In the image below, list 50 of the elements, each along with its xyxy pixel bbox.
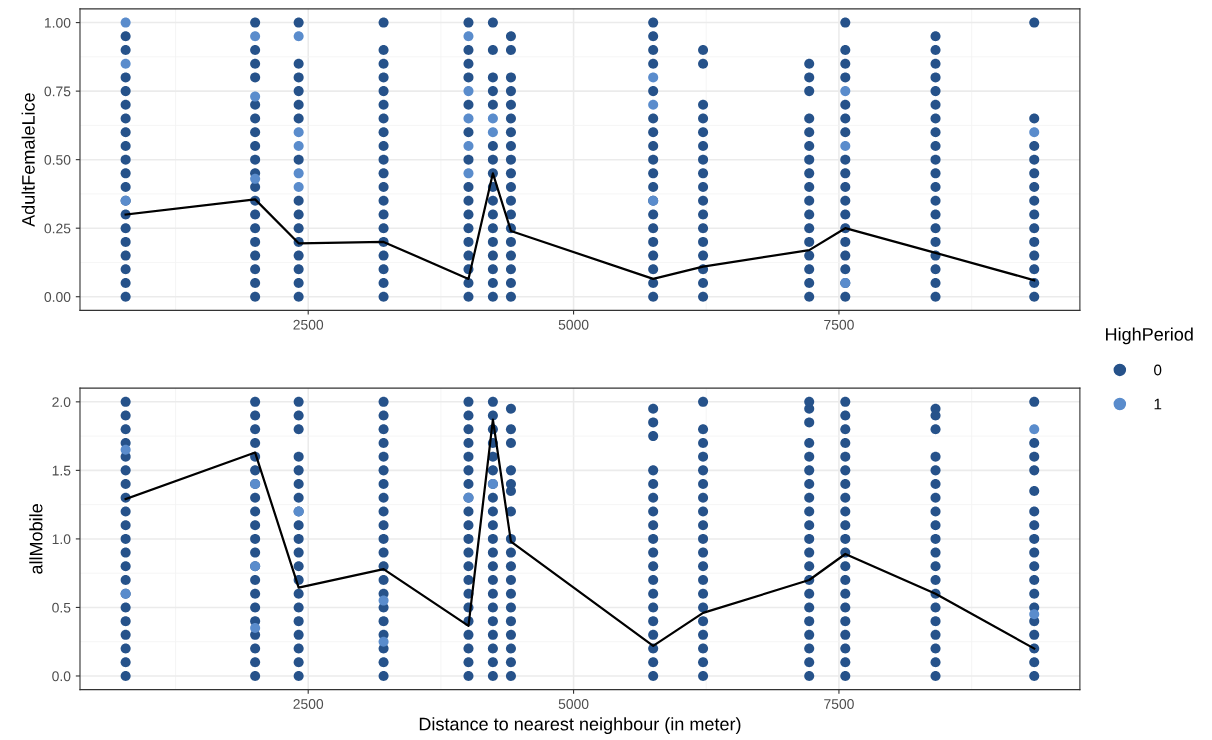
point xyxy=(648,72,659,83)
x-axis-title: Distance to nearest neighbour (in meter) xyxy=(419,717,741,735)
point xyxy=(378,636,389,647)
y-tick-label: 1.0 xyxy=(52,534,71,545)
y-tick-label: 0.50 xyxy=(44,154,71,165)
x-tick-label: 7500 xyxy=(824,699,854,709)
point xyxy=(463,86,474,97)
point xyxy=(120,444,131,455)
y-tick-label: 1.5 xyxy=(52,465,71,476)
y-axis-title: allMobile xyxy=(29,504,43,574)
legend-label: 0 xyxy=(1154,364,1162,376)
y-tick-label: 0.5 xyxy=(52,602,71,613)
y-tick-label: 0.25 xyxy=(44,223,71,234)
point xyxy=(648,99,659,110)
x-tick-label: 2500 xyxy=(293,699,324,709)
x-tick-label: 7500 xyxy=(824,319,854,330)
point xyxy=(463,113,474,124)
y-tick-label: 0.00 xyxy=(44,292,71,302)
point xyxy=(120,58,131,69)
point xyxy=(378,595,389,606)
legend-title: HighPeriod xyxy=(1106,327,1193,345)
x-tick-label: 5000 xyxy=(558,699,589,709)
point xyxy=(293,168,304,179)
point xyxy=(1029,609,1040,620)
legend-label: 1 xyxy=(1154,398,1162,410)
point xyxy=(840,86,851,97)
point xyxy=(293,140,304,151)
point xyxy=(840,140,851,151)
point xyxy=(463,31,474,42)
point xyxy=(463,140,474,151)
point xyxy=(1029,127,1040,138)
point xyxy=(463,168,474,179)
point xyxy=(293,182,304,193)
point xyxy=(250,31,261,42)
point xyxy=(487,127,498,138)
point xyxy=(250,622,261,634)
point xyxy=(293,127,304,138)
point xyxy=(1029,424,1040,435)
point xyxy=(250,91,261,102)
point xyxy=(487,113,498,124)
point xyxy=(250,173,261,184)
point xyxy=(120,17,131,28)
y-tick-label: 0.0 xyxy=(52,671,71,682)
y-tick-label: 0.75 xyxy=(44,86,71,97)
y-axis-title: AdultFemaleLice xyxy=(21,93,35,227)
x-tick-label: 5000 xyxy=(558,319,589,330)
y-tick-label: 2.0 xyxy=(52,397,71,408)
point xyxy=(293,31,304,42)
y-tick-label: 1.00 xyxy=(44,17,71,28)
x-tick-label: 2500 xyxy=(293,319,324,330)
